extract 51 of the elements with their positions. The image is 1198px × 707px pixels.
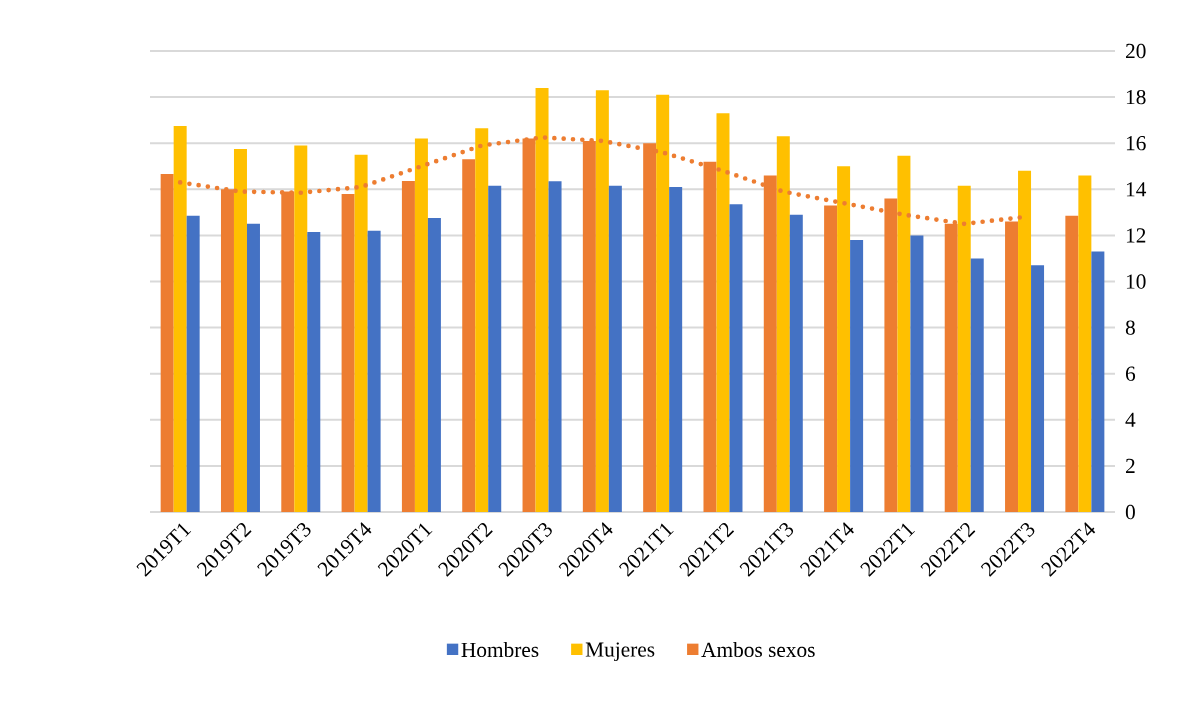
y-tick-label: 4 xyxy=(1125,412,1136,427)
bar xyxy=(186,215,200,512)
bar xyxy=(897,155,911,512)
bar xyxy=(294,145,308,512)
bar xyxy=(354,154,368,512)
bar xyxy=(462,159,476,512)
y-tick-label: 18 xyxy=(1126,89,1146,105)
bar xyxy=(789,214,803,512)
bar xyxy=(548,181,562,512)
bar xyxy=(910,235,924,512)
y-tick-label: 10 xyxy=(1126,274,1146,289)
bar xyxy=(1031,265,1045,512)
bar xyxy=(341,193,355,512)
y-tick-label: 12 xyxy=(1126,228,1146,243)
bar xyxy=(160,174,174,512)
y-tick-label: 20 xyxy=(1126,43,1146,59)
bar xyxy=(1018,170,1032,512)
y-tick-label: 0 xyxy=(1125,504,1135,520)
bar xyxy=(427,218,441,512)
bar xyxy=(401,181,415,512)
y-tick-label: 16 xyxy=(1126,136,1146,151)
bar xyxy=(669,186,683,512)
bar xyxy=(307,231,321,512)
bar xyxy=(729,204,743,512)
bar xyxy=(1078,175,1092,512)
bar xyxy=(957,185,971,512)
bar xyxy=(367,230,381,512)
bar xyxy=(173,125,187,512)
bar xyxy=(488,185,502,512)
bar xyxy=(716,113,730,512)
bar xyxy=(776,136,790,512)
bar xyxy=(837,166,851,512)
legend-label: Ambos sexos xyxy=(701,642,815,658)
bar xyxy=(535,87,549,512)
y-tick-label: 2 xyxy=(1126,458,1135,473)
bar xyxy=(656,94,670,512)
bar xyxy=(970,258,984,512)
y-tick-label: 8 xyxy=(1125,320,1135,335)
bar xyxy=(608,185,622,512)
y-tick-label: 14 xyxy=(1126,182,1147,197)
bar xyxy=(1065,215,1079,512)
bar xyxy=(475,128,489,512)
legend-label: Hombres xyxy=(461,642,539,658)
bar xyxy=(414,138,428,512)
legend-label: Mujeres xyxy=(585,642,655,662)
bar xyxy=(850,240,864,512)
bar xyxy=(1091,251,1105,512)
bar xyxy=(595,90,609,512)
y-tick-label: 6 xyxy=(1125,366,1136,381)
bar xyxy=(233,148,247,512)
bar xyxy=(246,223,260,512)
